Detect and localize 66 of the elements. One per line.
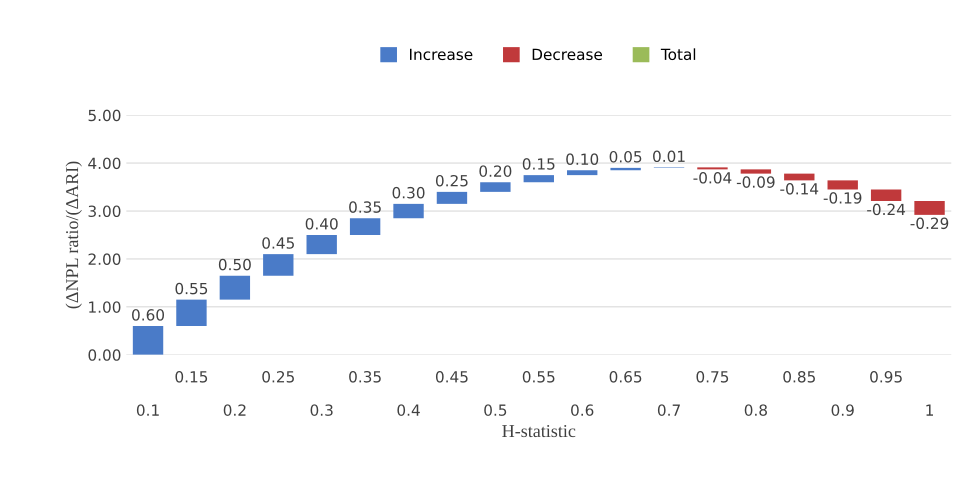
bar xyxy=(740,169,772,174)
x-tick-label: 0.9 xyxy=(832,404,854,416)
bar xyxy=(306,234,337,254)
data-label: 0.60 xyxy=(132,309,164,321)
x-tick-label: 0.4 xyxy=(397,404,420,416)
x-tick-label: 0.15 xyxy=(175,371,208,383)
x-tick-label: 0.25 xyxy=(262,371,294,383)
bar xyxy=(393,204,424,218)
bar xyxy=(567,170,598,176)
bar xyxy=(220,276,250,300)
x-tick-label: 0.45 xyxy=(436,371,468,383)
bar xyxy=(436,192,468,204)
x-tick-label: 0.8 xyxy=(744,404,767,416)
bar xyxy=(350,218,380,235)
data-label: 0.10 xyxy=(566,153,598,165)
data-label: 0.30 xyxy=(392,186,425,198)
x-tick-label: 0.85 xyxy=(783,371,815,383)
y-tick-label: 4.00 xyxy=(88,158,120,170)
bar xyxy=(914,200,945,215)
x-tick-label: 0.35 xyxy=(349,371,381,383)
legend-label: Total xyxy=(660,48,696,60)
data-label: 0.55 xyxy=(175,282,208,294)
x-tick-label: 0.1 xyxy=(136,404,159,416)
data-label: -0.24 xyxy=(867,204,906,216)
data-label: -0.09 xyxy=(736,176,775,188)
bar xyxy=(176,300,207,326)
legend-label: Decrease xyxy=(532,48,602,60)
data-label: 0.05 xyxy=(610,150,642,163)
data-label: 0.40 xyxy=(306,218,338,230)
bar xyxy=(610,168,641,170)
bar xyxy=(784,174,814,180)
x-tick-label: 0.95 xyxy=(870,371,902,383)
data-label: 0.15 xyxy=(522,158,554,170)
bar xyxy=(524,175,554,182)
x-tick-label: 0.75 xyxy=(696,371,728,383)
data-label: 0.50 xyxy=(218,258,251,270)
bar xyxy=(263,254,294,276)
x-axis-title: H-statistic xyxy=(502,425,576,438)
data-label: -0.04 xyxy=(693,172,732,184)
bar xyxy=(870,189,902,201)
data-label: 0.35 xyxy=(349,201,381,213)
data-label: 0.20 xyxy=(479,165,512,177)
data-label: 0.45 xyxy=(262,237,294,249)
x-tick-label: 0.7 xyxy=(658,404,680,416)
bar xyxy=(132,326,164,355)
y-tick-label: 2.00 xyxy=(88,253,120,265)
x-tick-label: 0.55 xyxy=(522,371,554,383)
x-tick-label: 0.5 xyxy=(484,404,506,416)
x-tick-label: 0.3 xyxy=(310,404,333,416)
y-tick-label: 1.00 xyxy=(89,301,120,313)
data-label: 0.25 xyxy=(436,174,468,186)
x-tick-label: 0.2 xyxy=(224,404,246,416)
x-tick-label: 0.6 xyxy=(571,404,594,416)
x-tick-label: 1 xyxy=(926,404,933,416)
y-tick-label: 5.00 xyxy=(88,110,120,122)
legend-label: Increase xyxy=(410,48,472,60)
data-label: 0.01 xyxy=(653,150,685,162)
data-label: -0.19 xyxy=(824,192,862,204)
y-tick-label: 0.00 xyxy=(88,349,120,361)
x-tick-label: 0.65 xyxy=(610,371,642,383)
bar xyxy=(828,180,858,190)
y-axis-title: (ΔNPL ratio/(ΔARI) xyxy=(66,162,82,308)
y-tick-label: 3.00 xyxy=(88,205,120,218)
data-label: -0.14 xyxy=(780,183,818,195)
data-label: -0.29 xyxy=(910,218,948,230)
bar xyxy=(480,182,511,192)
